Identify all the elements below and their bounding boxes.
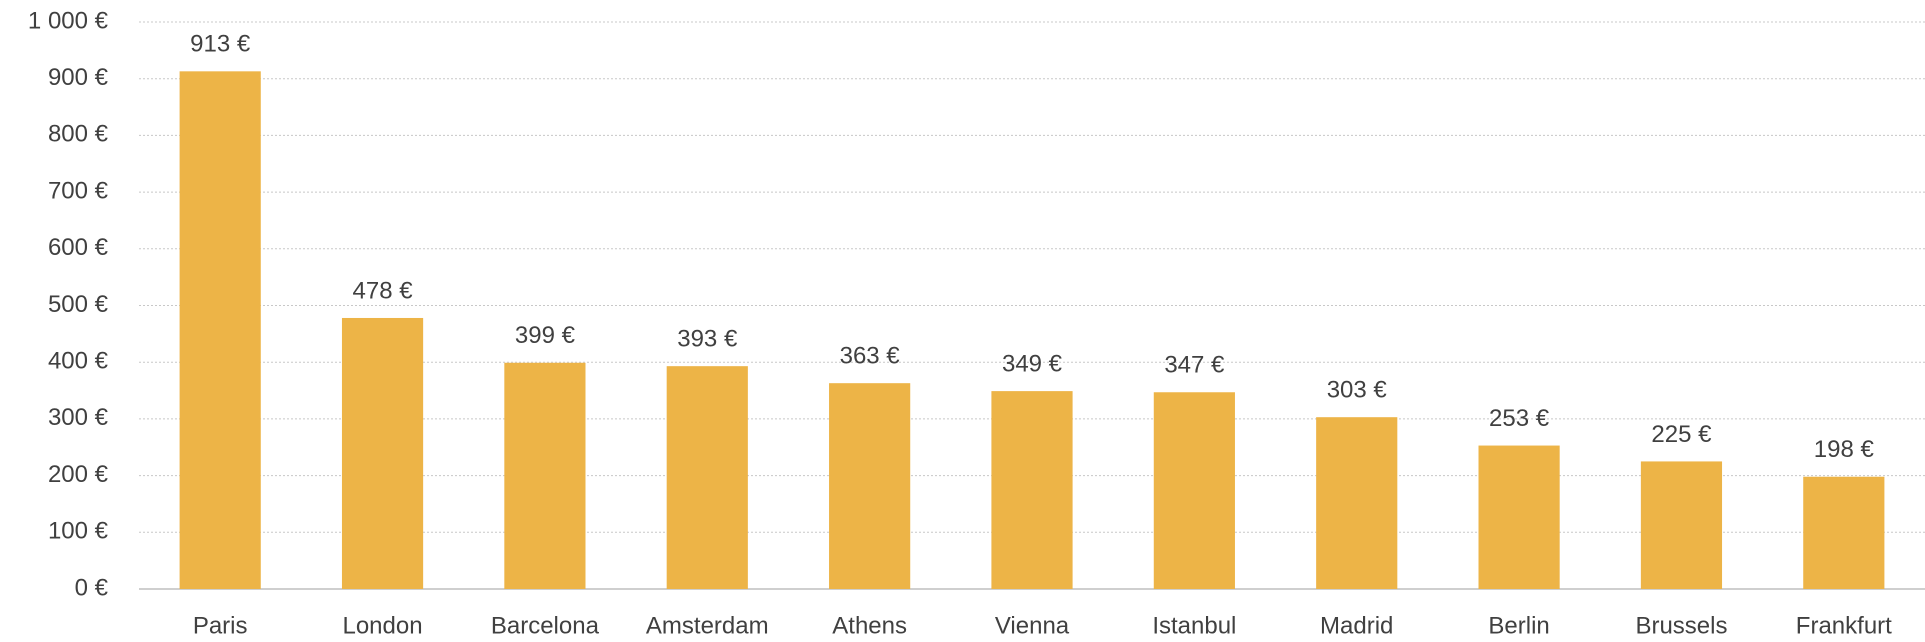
- x-tick-label: Paris: [193, 612, 248, 639]
- x-tick-label: Berlin: [1488, 612, 1549, 639]
- data-label: 913 €: [190, 31, 251, 58]
- x-tick-label: Istanbul: [1152, 612, 1236, 639]
- data-label: 363 €: [840, 343, 901, 370]
- x-tick-label: London: [342, 612, 422, 639]
- y-tick-label: 200 €: [48, 461, 109, 488]
- bar: [1478, 445, 1560, 589]
- data-label: 303 €: [1327, 377, 1388, 404]
- y-tick-label: 0 €: [75, 574, 109, 601]
- bar: [1153, 392, 1235, 589]
- bar: [341, 317, 424, 589]
- x-tick-label: Vienna: [995, 612, 1070, 639]
- data-label: 225 €: [1651, 421, 1712, 448]
- y-tick-label: 100 €: [48, 518, 109, 545]
- bar: [179, 71, 261, 590]
- data-label: 349 €: [1002, 350, 1063, 377]
- data-label: 399 €: [515, 322, 576, 349]
- y-tick-label: 400 €: [48, 348, 109, 375]
- y-tick-label: 300 €: [48, 404, 109, 431]
- bar: [829, 383, 911, 589]
- x-tick-label: Brussels: [1635, 612, 1727, 639]
- bar: [1803, 476, 1885, 589]
- bar: [991, 391, 1073, 589]
- bar: [1640, 461, 1723, 589]
- data-label: 393 €: [677, 326, 738, 353]
- bar: [504, 362, 586, 589]
- y-tick-label: 700 €: [48, 177, 109, 204]
- data-label: 198 €: [1814, 436, 1875, 463]
- data-label: 478 €: [353, 277, 414, 304]
- bar: [666, 366, 748, 589]
- x-tick-label: Barcelona: [491, 612, 600, 639]
- y-tick-label: 600 €: [48, 234, 109, 261]
- data-label: 253 €: [1489, 405, 1550, 432]
- x-tick-label: Amsterdam: [646, 612, 769, 639]
- y-tick-label: 900 €: [48, 64, 109, 91]
- y-tick-label: 800 €: [48, 121, 109, 148]
- y-tick-label: 1 000 €: [28, 7, 109, 34]
- y-tick-label: 500 €: [48, 291, 109, 318]
- x-tick-label: Madrid: [1320, 612, 1393, 639]
- x-tick-label: Athens: [832, 612, 907, 639]
- bar: [1316, 417, 1398, 589]
- x-tick-label: Frankfurt: [1796, 612, 1892, 639]
- data-label: 347 €: [1164, 352, 1225, 379]
